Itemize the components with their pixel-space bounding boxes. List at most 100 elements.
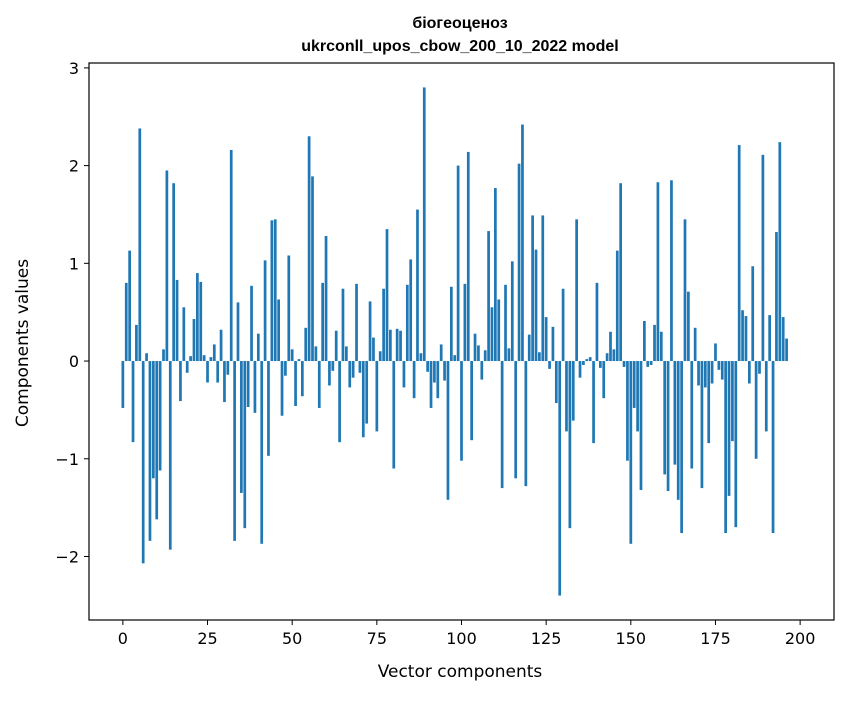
bar xyxy=(199,281,203,362)
bar xyxy=(412,361,416,399)
bar xyxy=(416,209,419,362)
bar xyxy=(673,361,677,465)
bar xyxy=(494,188,497,362)
bar xyxy=(405,284,409,362)
bar xyxy=(470,361,474,441)
bar xyxy=(507,348,511,362)
bar xyxy=(263,260,267,362)
bar xyxy=(372,337,375,362)
bar xyxy=(764,361,768,432)
bar xyxy=(720,361,724,380)
bar xyxy=(602,361,606,399)
bar xyxy=(744,316,748,362)
bar xyxy=(517,163,521,362)
x-tick-label: 100 xyxy=(446,629,477,648)
bar xyxy=(676,361,680,500)
bar xyxy=(456,165,460,362)
bar xyxy=(487,231,490,362)
bar xyxy=(544,317,548,362)
bar xyxy=(710,361,714,384)
bar xyxy=(196,273,199,362)
y-tick-label: 0 xyxy=(69,352,79,371)
bar xyxy=(151,361,155,479)
bar xyxy=(145,353,148,362)
bar xyxy=(612,349,616,362)
bar xyxy=(280,361,284,416)
bar xyxy=(250,285,253,362)
bar xyxy=(737,145,741,362)
bar xyxy=(392,361,396,469)
bar xyxy=(294,361,297,406)
bar xyxy=(609,331,612,362)
bar xyxy=(588,357,592,362)
bar xyxy=(185,361,189,373)
bar xyxy=(646,361,650,367)
bar xyxy=(328,361,331,386)
bar xyxy=(395,328,399,362)
bar xyxy=(639,361,643,491)
x-tick-label: 200 xyxy=(785,629,816,648)
bar xyxy=(687,291,690,362)
bar xyxy=(714,343,717,362)
bar xyxy=(158,361,162,471)
bar xyxy=(439,344,443,362)
bar xyxy=(236,302,240,362)
x-tick-label: 0 xyxy=(118,629,128,648)
bar xyxy=(731,361,734,442)
bar xyxy=(592,361,595,444)
bar xyxy=(480,361,484,380)
bar xyxy=(321,282,325,362)
bar xyxy=(300,361,304,397)
bar xyxy=(582,361,585,365)
bar xyxy=(466,151,470,362)
bar xyxy=(141,361,145,564)
bar xyxy=(182,307,186,362)
bar xyxy=(168,361,172,550)
bar xyxy=(747,361,751,384)
bar xyxy=(216,361,220,383)
bar xyxy=(358,361,362,373)
bar xyxy=(477,345,480,362)
y-axis-label: Components values xyxy=(13,259,33,427)
bar xyxy=(463,283,467,362)
bar xyxy=(131,361,135,443)
bar xyxy=(189,356,192,362)
bar xyxy=(172,183,176,362)
bar xyxy=(165,170,169,362)
bar xyxy=(443,361,446,381)
bar xyxy=(385,229,389,362)
bar xyxy=(341,288,345,362)
bar xyxy=(636,361,639,432)
bar xyxy=(402,361,406,388)
bar xyxy=(595,282,599,362)
bar xyxy=(426,361,429,372)
bar xyxy=(483,350,487,362)
bar xyxy=(531,215,534,362)
bar xyxy=(551,326,555,362)
bar xyxy=(409,259,413,362)
bar xyxy=(754,361,758,459)
bar xyxy=(192,319,196,362)
bar xyxy=(734,361,738,528)
bar xyxy=(209,357,213,362)
bar xyxy=(334,330,338,362)
bar xyxy=(504,284,507,362)
bar xyxy=(368,301,372,362)
bar xyxy=(436,361,440,399)
bar xyxy=(226,361,230,375)
x-tick-label: 75 xyxy=(367,629,387,648)
y-tick-label: −1 xyxy=(55,450,79,469)
bar xyxy=(351,361,355,378)
bar xyxy=(500,361,504,489)
bar xyxy=(497,299,501,362)
bar xyxy=(365,361,369,424)
bar xyxy=(741,310,744,362)
bar xyxy=(578,361,582,378)
bar xyxy=(768,315,772,362)
bar xyxy=(317,361,321,408)
bar xyxy=(643,320,646,362)
bar xyxy=(697,361,700,386)
bar xyxy=(206,361,209,383)
bar xyxy=(534,249,538,362)
